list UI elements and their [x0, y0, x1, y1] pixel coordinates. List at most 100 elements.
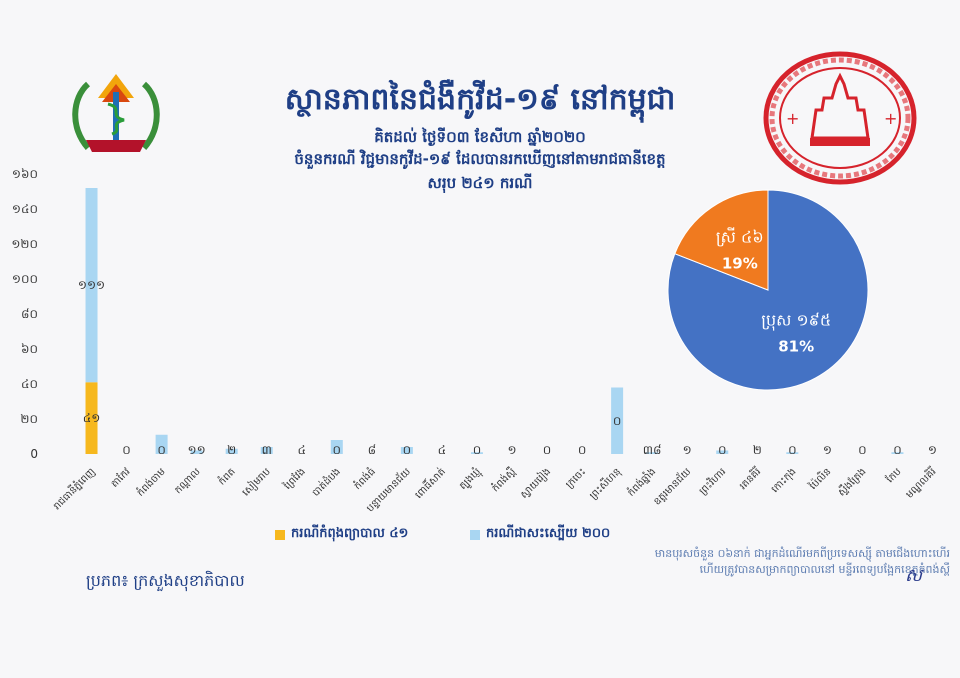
data-label: ១ — [683, 443, 692, 457]
data-label: ១ — [507, 443, 516, 457]
signature: ស — [905, 565, 923, 586]
y-tick-label: ៨០ — [21, 307, 38, 321]
pie-slice-female — [674, 189, 769, 291]
legend-treating: ករណីកំពុងព្យាបាល ៤១ — [275, 525, 408, 544]
category-label: កំពង់ស្ពឺ — [489, 465, 519, 495]
data-label: ០ — [333, 443, 342, 457]
category-label: កោះកុង — [770, 466, 800, 496]
bar-recovered — [400, 447, 413, 454]
y-tick-label: 0 — [30, 447, 38, 461]
ministry-logo — [72, 74, 160, 152]
bar-recovered — [611, 387, 624, 454]
svg-text:+: + — [884, 109, 897, 128]
bar-recovered — [716, 450, 729, 454]
category-label: ស្វាយរៀង — [517, 465, 554, 502]
date-line: គិតដល់ ថ្ងៃទី០៣ ខែសីហា ឆ្នាំ២០២០ — [374, 128, 586, 146]
category-label: ព្រះសីហនុ — [586, 465, 624, 503]
y-tick-label: ២០ — [20, 412, 38, 426]
pie-label-name: ប្រុស ១៩៥ — [761, 310, 831, 331]
y-tick-label: ១២០ — [11, 237, 38, 251]
data-label: ០ — [157, 443, 166, 457]
pie-label-percent: 81% — [778, 337, 814, 355]
y-tick-label: ១៦០ — [12, 167, 38, 181]
legend-recovered: ករណីជាសះស្បើយ ២០០ — [470, 525, 610, 544]
data-label: ០ — [788, 443, 797, 457]
data-label: ០ — [403, 443, 412, 457]
category-label: ប៉ៃលិន — [806, 465, 834, 493]
pie-label-percent: 19% — [722, 255, 758, 273]
bar-recovered — [260, 447, 273, 454]
category-label: កំពង់ចាម — [134, 465, 168, 499]
page-title: ស្ថានភាពនៃជំងឺកូវីដ-១៩ នៅកម្ពុជា — [284, 82, 676, 117]
data-label: ៤ — [298, 443, 307, 457]
category-label: ស្ទឹងត្រែង — [835, 465, 869, 499]
category-label: ព្រះវិហារ — [696, 465, 728, 497]
total-cases: សរុប ២៤១ ករណី — [427, 174, 533, 192]
bar-recovered — [155, 434, 168, 454]
data-label: ៤ — [438, 443, 447, 457]
pie-chart: ប្រុស ១៩៥ 81% ស្រី ៤៦ 19% — [667, 189, 869, 391]
data-label: ១ — [928, 443, 937, 457]
category-label: មណ្ឌលគិរី — [903, 465, 939, 501]
data-label: ១១ — [188, 443, 206, 457]
y-tick-label: ៤០ — [21, 377, 38, 391]
svg-text:+: + — [786, 109, 799, 128]
category-label: កំពង់ឆ្នាំង — [624, 465, 658, 499]
category-label: កំពត — [215, 465, 238, 488]
bar-recovered — [85, 188, 98, 383]
y-tick-label: ១០០ — [12, 272, 38, 286]
pie-label-name: ស្រី ៤៦ — [716, 227, 764, 247]
category-label: បាត់ដំបង — [309, 465, 343, 499]
bar-recovered — [225, 448, 238, 454]
category-label: កំពង់ធំ — [351, 465, 378, 492]
bar-recovered — [330, 440, 343, 454]
data-label: ០ — [858, 443, 867, 457]
data-label: ០ — [613, 414, 622, 428]
category-label: កណ្ដាល — [173, 466, 203, 496]
data-label: ០ — [718, 443, 727, 457]
bar-recovered — [891, 452, 904, 454]
category-label: ព្រៃវែង — [280, 465, 308, 493]
category-label: ត្បូងឃ្មុំ — [456, 465, 485, 494]
chart-subtitle: ចំនួនករណី វិជ្ជមានកូវីដ-១៩ ដែលបានរកឃើញនៅ… — [294, 150, 666, 168]
source-text: ប្រភព៖ ក្រសួងសុខាភិបាល — [86, 571, 245, 590]
data-label: ១១១ — [78, 278, 105, 292]
y-tick-label: ១៤០ — [12, 202, 38, 216]
data-label: ១ — [823, 443, 832, 457]
legend-recovered-swatch — [470, 529, 480, 540]
category-label: ពោធិ៍សាត់ — [411, 464, 448, 501]
legend-recovered-label: ករណីជាសះស្បើយ ២០០ — [486, 526, 611, 541]
ministry-seal: + + — [763, 51, 917, 185]
data-label: ០ — [578, 443, 587, 457]
data-label: ៣៨ — [643, 443, 662, 457]
footnote-line-1: មានបុរសចំនួន ០៦នាក់ ជាអ្នកដំណើរមកពីប្រទេ… — [654, 547, 950, 560]
category-label: រតនគិរី — [736, 465, 763, 492]
data-label: ៨ — [368, 443, 377, 457]
bar-recovered — [646, 452, 659, 454]
data-label: ០ — [543, 443, 552, 457]
footnote-line-2: ហើយត្រូវបានសម្រាកព្យាបាលនៅ មន្ទីរពេទ្យបង… — [699, 563, 950, 576]
data-label: ៣ — [262, 443, 272, 457]
bar-recovered — [470, 452, 483, 454]
data-label: ០ — [893, 443, 902, 457]
category-label: កែប — [883, 465, 903, 485]
data-label: ៤១ — [83, 411, 101, 425]
legend-treating-swatch — [275, 529, 285, 540]
category-label: តាកែវ — [108, 465, 133, 490]
category-label: សៀមរាប — [239, 465, 273, 499]
data-label: ០ — [122, 443, 131, 457]
category-label: ក្រចេះ — [564, 466, 588, 490]
bar-treating — [85, 382, 98, 454]
category-label: រាជធានីភ្នំពេញ — [50, 465, 97, 512]
y-tick-label: ៦០ — [21, 342, 38, 356]
bar-recovered — [190, 450, 203, 454]
footnote: មានបុរសចំនួន ០៦នាក់ ជាអ្នកដំណើរមកពីប្រទេ… — [590, 546, 950, 578]
bar-recovered — [786, 452, 799, 454]
data-label: ០ — [473, 443, 482, 457]
data-label: ២ — [227, 443, 236, 457]
data-label: ២ — [753, 443, 762, 457]
category-label: ឧត្តរមានជ័យ — [650, 465, 693, 508]
legend-treating-label: ករណីកំពុងព្យាបាល ៤១ — [291, 526, 409, 541]
